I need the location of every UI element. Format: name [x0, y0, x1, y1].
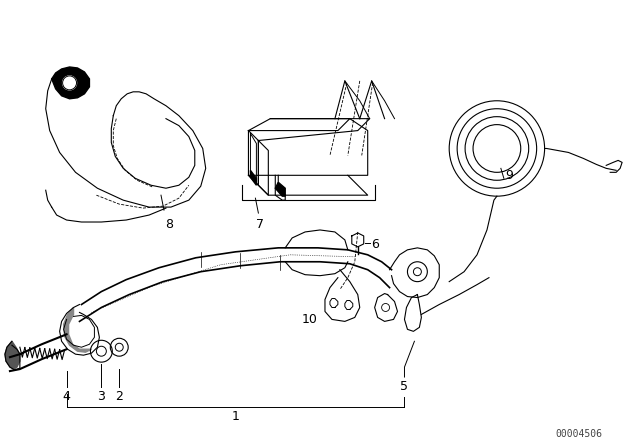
Text: 8: 8	[165, 219, 173, 232]
Text: 7: 7	[257, 219, 264, 232]
Polygon shape	[275, 182, 285, 196]
Polygon shape	[52, 67, 90, 99]
Text: 2: 2	[115, 390, 123, 403]
Polygon shape	[250, 170, 257, 185]
Text: 1: 1	[232, 410, 239, 423]
Text: 6: 6	[371, 238, 379, 251]
Text: 3: 3	[97, 390, 106, 403]
Text: 10: 10	[302, 313, 318, 326]
Polygon shape	[63, 307, 92, 352]
Text: 00004506: 00004506	[555, 429, 602, 439]
Text: 9: 9	[505, 169, 513, 182]
Text: 4: 4	[63, 390, 70, 403]
Text: 5: 5	[401, 380, 408, 393]
Polygon shape	[5, 341, 20, 369]
Circle shape	[63, 76, 77, 90]
